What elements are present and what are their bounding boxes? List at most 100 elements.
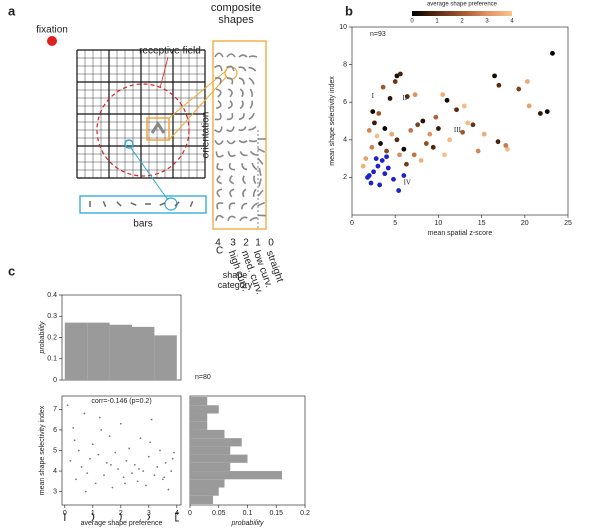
x-tick-label: 10 bbox=[435, 220, 443, 227]
shape-icon bbox=[214, 139, 224, 146]
y-tick-label: 0.1 bbox=[47, 356, 57, 363]
x-tick-label: 1 bbox=[91, 510, 95, 517]
shape-icon bbox=[214, 126, 223, 133]
bar-icon bbox=[102, 200, 107, 208]
x-axis-label: probability bbox=[231, 520, 264, 527]
pointer bbox=[159, 56, 169, 89]
point bbox=[142, 470, 145, 472]
y-tick-label: 0.2 bbox=[47, 334, 57, 341]
point bbox=[139, 437, 142, 440]
category-number: 2 bbox=[243, 238, 249, 249]
shape-icon bbox=[215, 214, 224, 221]
point bbox=[380, 84, 386, 90]
point bbox=[384, 148, 389, 154]
point bbox=[516, 86, 522, 92]
point bbox=[133, 463, 136, 466]
hist-bar bbox=[154, 335, 177, 380]
shape-icon bbox=[238, 139, 248, 144]
point bbox=[550, 50, 555, 56]
point bbox=[412, 92, 418, 98]
point bbox=[69, 459, 72, 462]
shape-icon bbox=[257, 147, 266, 153]
highlight-point bbox=[375, 163, 381, 169]
point bbox=[378, 141, 383, 146]
hist-bar bbox=[190, 446, 231, 455]
highlight-point bbox=[377, 182, 383, 188]
y-axis-label: probability bbox=[39, 321, 46, 354]
fixation-label: fixation bbox=[36, 25, 68, 36]
y-tick-label: 0.3 bbox=[47, 313, 57, 320]
hist-bar bbox=[190, 487, 219, 496]
pointer bbox=[130, 147, 169, 201]
y-tick-label: 5 bbox=[53, 447, 57, 454]
shape-icon bbox=[257, 201, 266, 207]
x-tick-label: 0.05 bbox=[212, 510, 226, 517]
point bbox=[360, 163, 366, 169]
colorbar-tick-label: 3 bbox=[485, 19, 489, 25]
bar-icon bbox=[130, 202, 137, 206]
y-axis-label: mean shape selectivity index bbox=[329, 76, 336, 166]
point bbox=[173, 451, 175, 454]
point bbox=[382, 126, 388, 131]
x-tick-label: 3 bbox=[147, 510, 151, 517]
shape-icon bbox=[238, 66, 247, 72]
point bbox=[125, 459, 128, 462]
point bbox=[440, 92, 446, 98]
point-annotation: IV bbox=[404, 179, 411, 187]
annotation: corr=-0.146 (p=0.2) bbox=[91, 398, 151, 405]
point-annotation: II bbox=[402, 94, 407, 102]
point bbox=[111, 486, 114, 489]
y-tick-label: 10 bbox=[339, 24, 347, 31]
point bbox=[389, 131, 395, 137]
point bbox=[423, 141, 429, 146]
x-tick-label: 15 bbox=[478, 220, 486, 227]
shape-icon bbox=[241, 202, 248, 210]
shape-icon bbox=[226, 126, 235, 132]
receptive-field-label: receptive field bbox=[139, 46, 201, 57]
y-tick-label: 7 bbox=[53, 406, 57, 413]
point bbox=[108, 435, 111, 438]
point-annotation: I bbox=[372, 92, 375, 100]
highlight-point bbox=[382, 171, 388, 177]
bar-icon bbox=[189, 200, 194, 208]
bar-icons bbox=[89, 200, 194, 208]
point bbox=[84, 490, 87, 493]
point bbox=[374, 133, 380, 139]
hist-bar bbox=[190, 454, 248, 463]
category-glyph bbox=[175, 512, 179, 522]
hist-bar bbox=[87, 322, 110, 380]
point bbox=[544, 109, 550, 114]
x-tick-label: 0 bbox=[350, 220, 354, 227]
shape-icon bbox=[216, 162, 224, 171]
hist-bar bbox=[64, 322, 88, 380]
panel-label: a bbox=[8, 3, 16, 18]
category-number: 1 bbox=[255, 238, 261, 249]
point bbox=[159, 449, 161, 452]
shape-icon bbox=[238, 126, 247, 132]
shape-icon bbox=[238, 113, 245, 121]
point bbox=[77, 449, 80, 452]
bars-box bbox=[79, 195, 207, 214]
hist-bar bbox=[190, 479, 225, 488]
shape-icon bbox=[226, 112, 234, 121]
point bbox=[80, 466, 83, 468]
shape-icon bbox=[248, 112, 255, 120]
shape-icon bbox=[214, 52, 224, 58]
point bbox=[492, 73, 497, 79]
point bbox=[366, 127, 372, 133]
shape-icon bbox=[257, 157, 264, 165]
x-tick-label: 0.15 bbox=[269, 510, 283, 517]
category-number: 3 bbox=[230, 238, 236, 249]
shape-icon bbox=[248, 125, 257, 131]
hist-bar bbox=[190, 397, 208, 406]
composite-title-box: composite shapes bbox=[211, 2, 261, 26]
point bbox=[470, 122, 476, 128]
shape-icon bbox=[226, 77, 234, 85]
hist-bar bbox=[190, 438, 242, 447]
point bbox=[163, 476, 166, 479]
hist-bar bbox=[190, 471, 282, 480]
category-number: 4 bbox=[215, 238, 221, 249]
